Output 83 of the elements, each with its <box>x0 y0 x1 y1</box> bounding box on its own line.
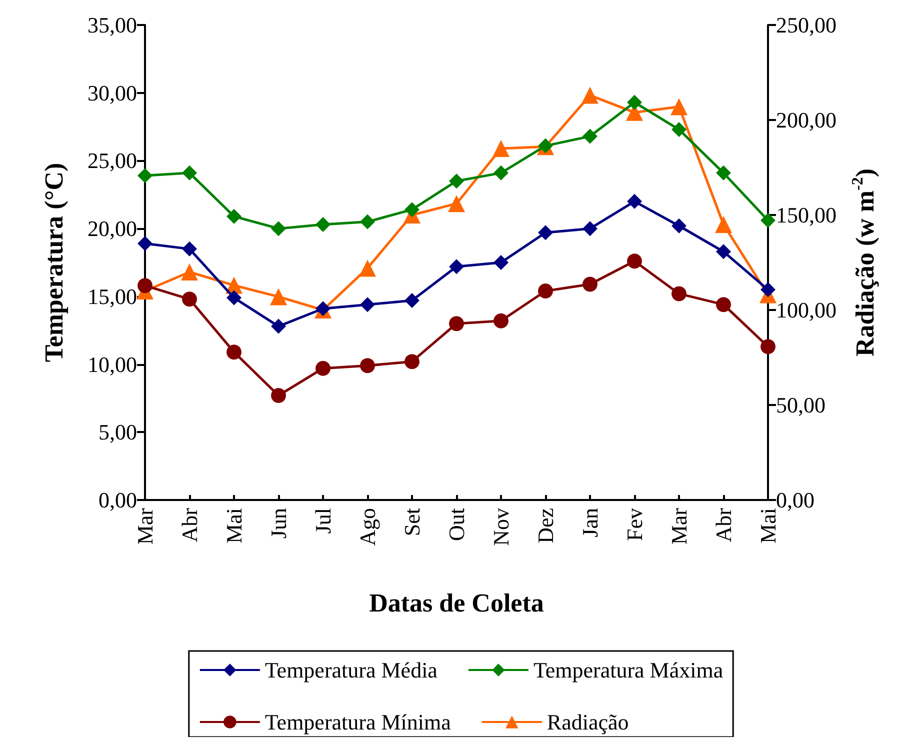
legend-label: Temperatura Média <box>264 658 438 682</box>
point <box>226 208 242 224</box>
x-tick-label: Abr <box>711 507 736 542</box>
legend-label: Temperatura Mínima <box>264 710 452 734</box>
point <box>181 264 198 280</box>
point <box>182 292 197 307</box>
point <box>716 297 731 312</box>
x-tick-label: Dez <box>533 508 558 544</box>
point <box>716 165 731 180</box>
y2-tick-label: 150,00 <box>776 202 836 228</box>
point <box>582 86 598 104</box>
point <box>494 255 508 270</box>
point <box>138 278 152 294</box>
y2-tick-label: 200,00 <box>776 108 836 132</box>
x-tick-label: Set <box>400 508 424 536</box>
y2-tick-label: 250,00 <box>776 12 836 38</box>
point <box>670 98 688 116</box>
point <box>316 217 330 232</box>
point <box>672 122 686 137</box>
point <box>270 288 287 306</box>
x-tick-label: Mar <box>666 507 692 545</box>
point <box>271 388 286 403</box>
point <box>360 214 375 230</box>
point <box>449 316 464 332</box>
x-tick-label: Jun <box>266 508 291 539</box>
legend-label: Radiação <box>546 710 629 734</box>
y-tick-label: 20,00 <box>88 216 137 242</box>
point <box>271 221 286 236</box>
point <box>582 128 598 144</box>
point <box>494 165 508 180</box>
x-tick-label: Jan <box>578 508 602 538</box>
x-tick-label: Mai <box>222 508 246 544</box>
point <box>316 360 330 376</box>
point <box>226 290 242 306</box>
x-tick-label: Fev <box>622 508 647 541</box>
point <box>360 358 375 374</box>
point <box>449 259 464 274</box>
point <box>182 165 197 180</box>
point <box>404 354 420 370</box>
point <box>582 221 598 236</box>
point <box>359 260 376 277</box>
point <box>715 216 732 233</box>
point <box>494 313 508 328</box>
point <box>226 344 242 360</box>
point <box>538 225 553 240</box>
point <box>138 168 152 184</box>
y2-tick-label: 50,00 <box>776 392 826 418</box>
x-tick-label: Ago <box>355 508 380 546</box>
x-tick-label: Jul <box>310 508 336 534</box>
point <box>672 218 686 234</box>
point <box>271 318 286 334</box>
y-tick-label: 25,00 <box>88 148 137 174</box>
point <box>538 284 553 298</box>
point <box>627 254 642 269</box>
point <box>182 241 197 256</box>
y-axis-title: Temperatura (°C) <box>40 162 68 362</box>
x-tick-label: Out <box>444 508 469 541</box>
point <box>449 174 464 189</box>
y-tick-label: 30,00 <box>88 80 137 106</box>
point <box>404 293 420 308</box>
point <box>672 286 686 302</box>
point <box>448 195 465 212</box>
point <box>627 94 642 110</box>
x-axis-title: Datas de Coleta <box>369 588 544 618</box>
point <box>760 339 776 354</box>
point <box>627 194 642 209</box>
legend-label: Temperatura Máxima <box>533 658 724 682</box>
y-tick-label: 10,00 <box>88 352 137 377</box>
point <box>138 236 152 251</box>
y2-axis-title: Radiação (w m-2) <box>850 168 880 357</box>
point <box>760 212 776 228</box>
point <box>360 297 375 312</box>
y2-tick-label: 100,00 <box>776 298 836 322</box>
x-tick-label: Abr <box>177 507 202 542</box>
point <box>582 276 598 292</box>
y-tick-label: 5,00 <box>98 420 137 445</box>
point <box>760 282 776 298</box>
x-tick-label: Nov <box>488 508 514 546</box>
y-tick-label: 35,00 <box>88 12 137 38</box>
point <box>492 140 510 157</box>
y-tick-label: 15,00 <box>88 284 137 309</box>
point <box>404 202 420 218</box>
point <box>716 244 731 260</box>
